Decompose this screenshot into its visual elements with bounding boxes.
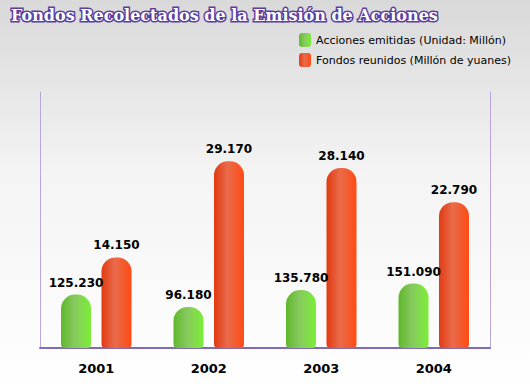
svg-text:Fondos reunidos (Millón de yua: Fondos reunidos (Millón de yuanes)	[316, 54, 511, 67]
svg-text:151.090: 151.090	[386, 265, 441, 279]
svg-text:Fondos Recolectados de la Emis: Fondos Recolectados de la Emisión de Acc…	[11, 6, 438, 25]
svg-text:96.180: 96.180	[165, 288, 211, 302]
svg-text:135.780: 135.780	[274, 271, 329, 285]
svg-text:125.230: 125.230	[49, 276, 104, 290]
svg-text:2002: 2002	[191, 361, 227, 376]
svg-text:29.170: 29.170	[206, 142, 252, 156]
svg-text:2001: 2001	[78, 361, 114, 376]
svg-text:14.150: 14.150	[93, 238, 139, 252]
svg-text:28.140: 28.140	[318, 149, 364, 163]
svg-text:22.790: 22.790	[431, 183, 477, 197]
svg-text:Acciones emitidas (Unidad: Mil: Acciones emitidas (Unidad: Millón)	[316, 34, 506, 47]
svg-text:2004: 2004	[416, 361, 452, 376]
svg-text:2003: 2003	[303, 361, 339, 376]
